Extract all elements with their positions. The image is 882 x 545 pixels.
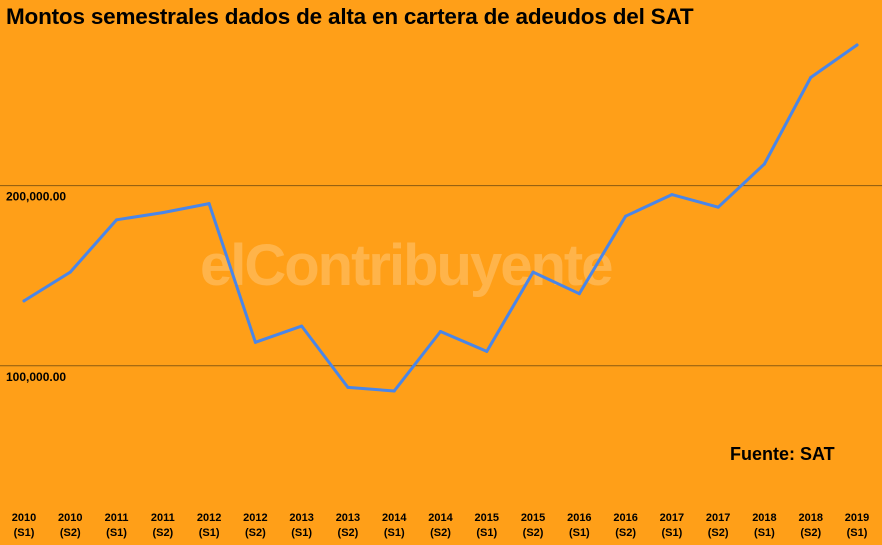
gridlines xyxy=(0,185,882,367)
data-point xyxy=(253,340,257,344)
data-point xyxy=(207,202,211,206)
x-tick-label: 2013 (S1) xyxy=(289,512,313,539)
data-point xyxy=(485,349,489,353)
data-point xyxy=(531,270,535,274)
x-tick-label: 2016 (S1) xyxy=(567,512,591,539)
x-tick-label: 2014 (S2) xyxy=(428,512,453,539)
x-tick-label: 2014 (S1) xyxy=(382,512,407,539)
data-point xyxy=(68,270,72,274)
x-tick-label: 2019 (S1) xyxy=(845,512,869,539)
x-tick-label: 2015 (S1) xyxy=(475,512,499,539)
source-note: Fuente: SAT xyxy=(730,444,835,464)
x-tick-label: 2016 (S2) xyxy=(613,512,637,539)
data-point xyxy=(855,43,859,47)
x-tick-label: 2018 (S1) xyxy=(752,512,776,539)
y-tick-label: 200,000.00 xyxy=(6,190,66,204)
x-tick-label: 2015 (S2) xyxy=(521,512,545,539)
data-point xyxy=(392,389,396,393)
data-point xyxy=(300,324,304,328)
x-tick-label: 2018 (S2) xyxy=(798,512,822,539)
data-point xyxy=(762,162,766,166)
x-tick-label: 2012 (S1) xyxy=(197,512,221,539)
x-tick-label: 2011 (S1) xyxy=(105,512,129,539)
x-tick-label: 2010 (S2) xyxy=(58,512,82,539)
data-point xyxy=(624,214,628,218)
chart-title: Montos semestrales dados de alta en cart… xyxy=(6,4,694,29)
series-layer xyxy=(22,43,859,393)
x-tick-label: 2010 (S1) xyxy=(12,512,36,539)
data-point xyxy=(346,385,350,389)
x-tick-label: 2011 (S2) xyxy=(151,512,175,539)
x-tick-label: 2017 (S1) xyxy=(660,512,684,539)
data-point xyxy=(115,218,119,222)
series-line xyxy=(22,43,859,393)
x-axis-ticks: 2010 (S1) 2010 (S2) 2011 (S1) 2011 (S2) 2012 (S1)… xyxy=(12,512,869,539)
watermark-logo: elContribuyente xyxy=(200,233,613,298)
data-point xyxy=(439,330,442,334)
y-axis-ticks: 100,000.00 200,000.00 xyxy=(6,190,66,384)
x-tick-label: 2017 (S2) xyxy=(706,512,730,539)
data-point xyxy=(809,75,813,79)
x-tick-label: 2012 (S2) xyxy=(243,512,267,539)
data-point xyxy=(670,193,674,197)
x-tick-label: 2013 (S2) xyxy=(336,512,360,539)
data-point xyxy=(161,211,165,215)
y-tick-label: 100,000.00 xyxy=(6,370,66,384)
data-point xyxy=(577,292,581,296)
data-point xyxy=(716,205,720,209)
data-point xyxy=(22,299,26,303)
